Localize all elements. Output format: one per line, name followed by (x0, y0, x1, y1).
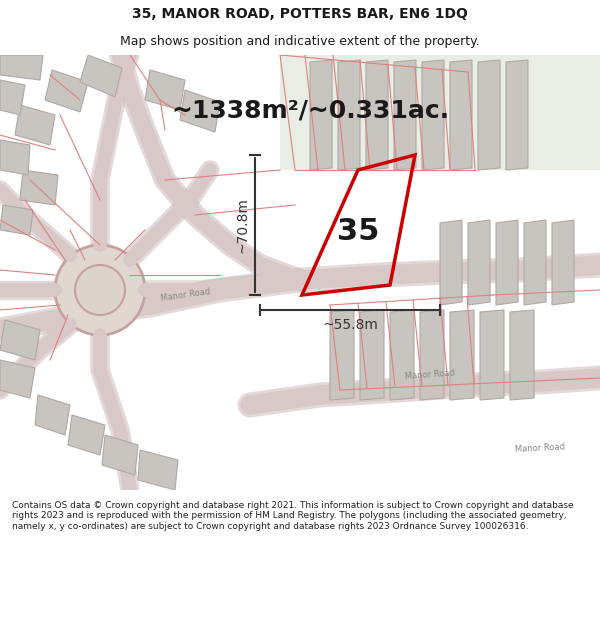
Text: Map shows position and indicative extent of the property.: Map shows position and indicative extent… (120, 35, 480, 48)
Polygon shape (0, 360, 35, 398)
Polygon shape (506, 60, 528, 170)
Polygon shape (15, 105, 55, 145)
Polygon shape (138, 450, 178, 490)
Polygon shape (0, 205, 33, 235)
Polygon shape (468, 220, 490, 305)
Circle shape (55, 245, 145, 335)
Polygon shape (478, 60, 500, 170)
Polygon shape (35, 395, 70, 435)
Polygon shape (310, 60, 332, 170)
Polygon shape (0, 140, 30, 175)
Polygon shape (420, 310, 444, 400)
Circle shape (75, 265, 125, 315)
Text: ~70.8m: ~70.8m (236, 197, 250, 253)
Polygon shape (0, 80, 25, 115)
Text: 35: 35 (337, 217, 379, 246)
Polygon shape (45, 70, 88, 112)
Polygon shape (552, 220, 574, 305)
Polygon shape (68, 415, 105, 455)
Polygon shape (20, 170, 58, 205)
Polygon shape (450, 310, 474, 400)
Text: ~55.8m: ~55.8m (322, 318, 378, 332)
Polygon shape (180, 90, 220, 132)
Text: Manor Road: Manor Road (515, 442, 565, 454)
Polygon shape (496, 220, 518, 305)
Polygon shape (360, 310, 384, 400)
Polygon shape (0, 55, 43, 80)
Polygon shape (0, 320, 40, 360)
Polygon shape (80, 55, 122, 97)
Text: ~1338m²/~0.331ac.: ~1338m²/~0.331ac. (171, 98, 449, 122)
Text: 35, MANOR ROAD, POTTERS BAR, EN6 1DQ: 35, MANOR ROAD, POTTERS BAR, EN6 1DQ (132, 7, 468, 21)
Polygon shape (524, 220, 546, 305)
Polygon shape (422, 60, 444, 170)
Polygon shape (450, 60, 472, 170)
Polygon shape (510, 310, 534, 400)
Polygon shape (145, 70, 185, 110)
Text: Contains OS data © Crown copyright and database right 2021. This information is : Contains OS data © Crown copyright and d… (12, 501, 574, 531)
Bar (280, 55, 600, 170)
Polygon shape (102, 435, 138, 475)
Polygon shape (330, 310, 354, 400)
Polygon shape (366, 60, 388, 170)
Text: Manor Road: Manor Road (160, 287, 211, 303)
Polygon shape (338, 60, 360, 170)
Polygon shape (440, 220, 462, 305)
Polygon shape (394, 60, 416, 170)
Polygon shape (390, 310, 414, 400)
Text: Manor Road: Manor Road (404, 369, 455, 381)
Polygon shape (480, 310, 504, 400)
